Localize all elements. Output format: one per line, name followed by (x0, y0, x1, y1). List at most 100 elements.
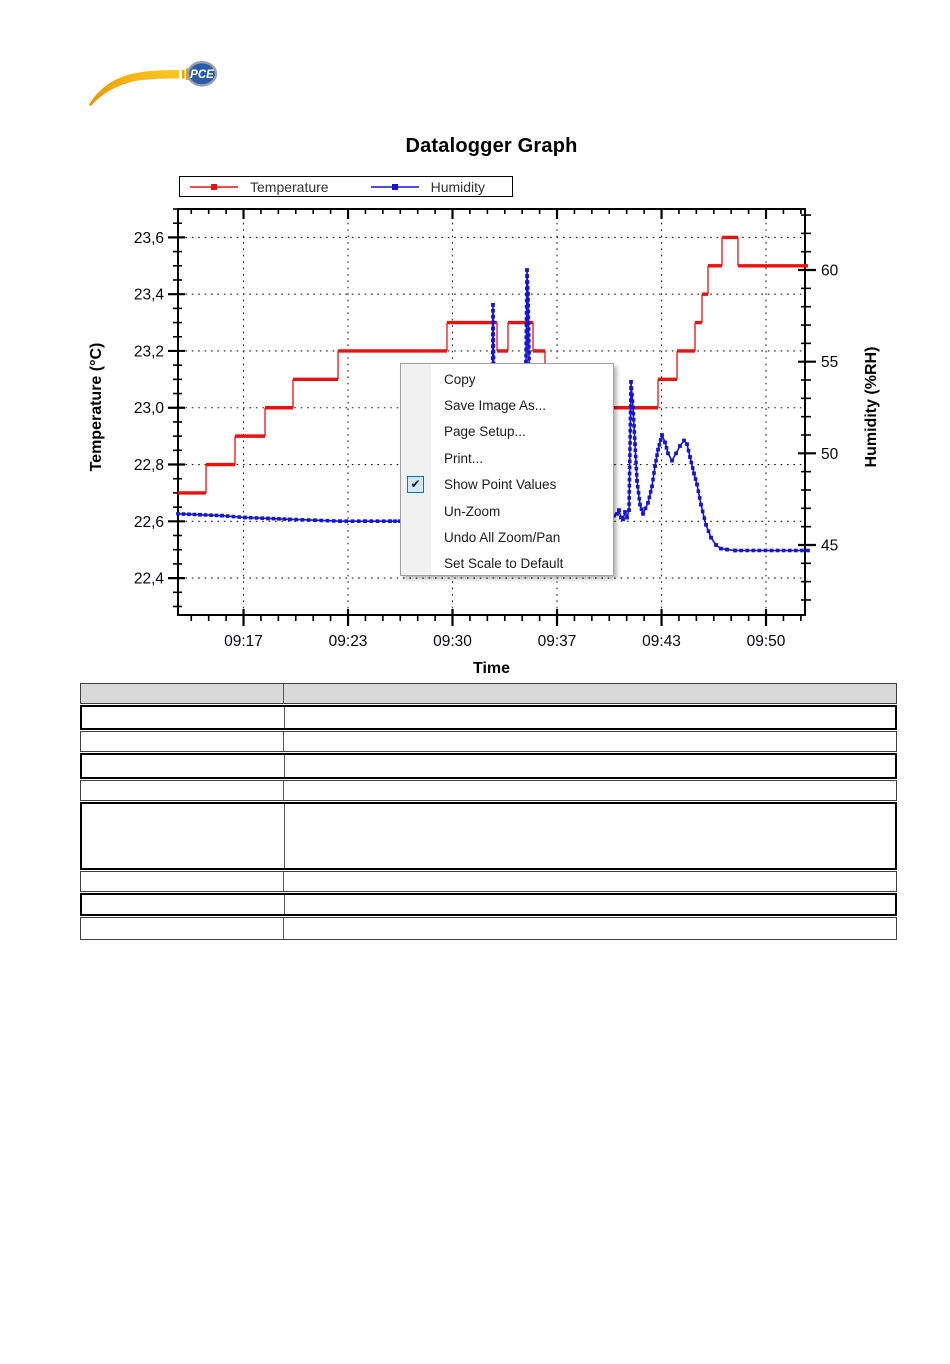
series-humidity-marker (225, 514, 230, 518)
series-humidity-marker (612, 513, 616, 518)
tick-label-bottom: 09:37 (538, 633, 577, 650)
series-humidity-marker (627, 459, 632, 464)
series-humidity-marker (689, 460, 694, 465)
menu-item-copy[interactable]: Copy (401, 366, 613, 392)
table-cell-right (285, 755, 895, 777)
series-humidity-marker (491, 314, 495, 319)
series-humidity-marker (491, 355, 496, 360)
series-humidity-marker (300, 517, 305, 522)
series-humidity-marker (248, 515, 253, 520)
series-humidity-marker (637, 496, 642, 501)
tick-label-bottom: 09:23 (329, 633, 368, 650)
logo-badge (186, 60, 218, 87)
series-humidity-marker (660, 433, 664, 437)
series-humidity-marker (654, 458, 658, 463)
series-humidity-marker (745, 548, 749, 553)
menu-item-print[interactable]: Print... (401, 445, 613, 471)
context-menu-icon-gutter (401, 364, 431, 575)
series-humidity-marker (646, 501, 650, 505)
tick-label-left: 23,0 (134, 400, 165, 417)
tick-label-bottom: 09:30 (433, 633, 472, 650)
series-humidity-marker (524, 329, 529, 333)
series-humidity-marker (635, 479, 639, 483)
series-humidity-marker (719, 546, 723, 551)
series-humidity-marker (524, 353, 528, 358)
tick-label-bottom: 09:43 (642, 633, 681, 650)
series-humidity-marker (634, 460, 638, 465)
series-humidity-marker (629, 386, 634, 391)
plot-area[interactable]: 23,6 23,4 23,2 23,0 22,8 22,6 22,4 60 55 50 45 09:1… (0, 0, 950, 700)
table-cell-left (82, 707, 285, 728)
series-humidity-marker (628, 441, 632, 445)
series-humidity-marker (628, 453, 632, 457)
series-humidity-marker (243, 515, 247, 520)
series-humidity-marker (769, 548, 774, 553)
menu-item-show-point-values[interactable]: ✔ Show Point Values (401, 472, 613, 498)
menu-item-set-scale-to-default[interactable]: Set Scale to Default (401, 551, 613, 577)
series-humidity-marker (526, 321, 531, 325)
series-humidity-marker (700, 509, 705, 514)
series-humidity-marker (690, 466, 695, 470)
menu-item-label: Print... (444, 450, 484, 466)
menu-item-page-setup[interactable]: Page Setup... (401, 419, 613, 445)
series-humidity-marker (635, 484, 640, 489)
table-cell-left (82, 895, 285, 914)
series-humidity-marker (643, 506, 648, 511)
series-humidity-marker (632, 430, 637, 434)
tick-label-bottom: 09:50 (747, 633, 786, 650)
specification-table (80, 683, 897, 940)
table-cell-left (82, 755, 285, 777)
menu-item-un-zoom[interactable]: Un-Zoom (401, 498, 613, 524)
x-axis-title: Time (472, 660, 511, 677)
series-humidity-marker (647, 495, 652, 500)
series-humidity-marker (491, 343, 496, 348)
series-humidity-marker (686, 448, 691, 453)
series-humidity-marker (651, 477, 655, 482)
series-humidity-marker (627, 490, 632, 494)
table-cell-right (285, 804, 895, 868)
series-humidity-marker (685, 442, 689, 446)
series-humidity-marker (706, 529, 711, 534)
menu-item-save-image-as[interactable]: Save Image As... (401, 392, 613, 418)
series-humidity-marker (632, 424, 636, 428)
series-humidity-marker (733, 548, 737, 553)
series-humidity-marker (524, 335, 529, 340)
series-humidity-marker (527, 344, 531, 349)
series-humidity-marker (266, 516, 270, 521)
series-humidity-marker (633, 454, 638, 459)
series-humidity-marker (231, 514, 236, 519)
series-humidity-marker (198, 512, 202, 517)
series-humidity-marker (632, 436, 637, 440)
menu-item-undo-all-zoom-pan[interactable]: Undo All Zoom/Pan (401, 524, 613, 550)
series-humidity-marker (692, 471, 696, 476)
series-humidity-marker (363, 519, 367, 523)
series-humidity-marker (678, 444, 682, 448)
series-humidity-marker (656, 447, 660, 452)
series-humidity-marker (652, 471, 656, 475)
series-humidity-marker (697, 496, 702, 500)
checked-checkbox-icon[interactable]: ✔ (407, 475, 424, 493)
series-humidity-marker (621, 517, 625, 522)
legend-item-humidity: Humidity (369, 179, 485, 195)
series-humidity-marker (627, 502, 631, 506)
table-row-7 (80, 893, 897, 916)
series-humidity-marker (192, 512, 197, 517)
series-humidity-marker (682, 438, 686, 443)
series-humidity-marker (525, 274, 530, 278)
series-humidity-marker (338, 519, 342, 523)
series-humidity-marker (787, 548, 792, 553)
series-humidity-marker (696, 489, 701, 494)
tick-label-right: 60 (821, 263, 839, 280)
series-humidity-marker (617, 508, 621, 512)
series-humidity-marker (794, 548, 798, 553)
series-humidity-marker (491, 338, 496, 342)
table-cell-right (284, 918, 896, 939)
plot-border (177, 208, 806, 616)
series-humidity-marker (625, 515, 629, 520)
series-humidity-marker (491, 308, 495, 313)
tick-label-right: 45 (821, 537, 838, 554)
legend-swatch (190, 183, 238, 190)
series-humidity-marker (628, 428, 633, 433)
series-humidity-marker (209, 513, 213, 517)
